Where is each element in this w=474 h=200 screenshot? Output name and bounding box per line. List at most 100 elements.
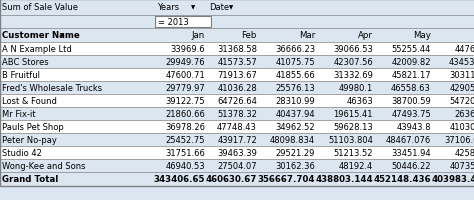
Bar [0,120,474,133]
Text: 36666.23: 36666.23 [275,45,315,54]
Text: 37106.032: 37106.032 [444,135,474,144]
Bar [155,17,211,28]
Text: Jan: Jan [192,31,205,40]
Text: 50446.22: 50446.22 [392,161,431,170]
Text: 48098.834: 48098.834 [270,135,315,144]
Bar [0,95,474,107]
Text: 42905.43: 42905.43 [449,84,474,93]
Text: Date: Date [209,3,229,12]
Text: 42587.2: 42587.2 [455,148,474,157]
Text: 31368.58: 31368.58 [217,45,257,54]
Text: 33451.94: 33451.94 [392,148,431,157]
Text: Sum of Sale Value: Sum of Sale Value [2,3,78,12]
Bar [0,69,474,82]
Text: 39122.75: 39122.75 [165,97,205,105]
Text: 49980.1: 49980.1 [339,84,373,93]
Text: A N Example Ltd: A N Example Ltd [2,45,72,54]
Bar [0,146,474,159]
Text: 39463.39: 39463.39 [217,148,257,157]
Text: 43943.8: 43943.8 [396,122,431,131]
Text: Mr Fix-it: Mr Fix-it [2,109,36,118]
Text: 34962.52: 34962.52 [275,122,315,131]
Text: 26365.9: 26365.9 [455,109,474,118]
Text: 46940.53: 46940.53 [165,161,205,170]
Text: Pauls Pet Shop: Pauls Pet Shop [2,122,64,131]
Text: 47493.75: 47493.75 [391,109,431,118]
Text: May: May [413,31,431,40]
Text: 343406.65: 343406.65 [154,175,205,184]
Text: 31332.69: 31332.69 [333,71,373,80]
Text: ▼: ▼ [191,5,195,10]
Text: 48192.4: 48192.4 [339,161,373,170]
Bar [0,107,474,120]
Text: 36978.26: 36978.26 [165,122,205,131]
Text: 42307.56: 42307.56 [333,58,373,67]
Text: 40735.39: 40735.39 [449,161,474,170]
Text: 21860.66: 21860.66 [165,109,205,118]
Text: 44766.4: 44766.4 [455,45,474,54]
Text: = 2013: = 2013 [158,18,189,27]
Text: 29949.76: 29949.76 [165,58,205,67]
Text: 43917.72: 43917.72 [217,135,257,144]
Bar [0,172,474,186]
Text: ABC Stores: ABC Stores [2,58,49,67]
Text: 42009.82: 42009.82 [392,58,431,67]
Text: ▼: ▼ [229,5,233,10]
Text: 19615.41: 19615.41 [334,109,373,118]
Text: 51103.804: 51103.804 [328,135,373,144]
Text: 38700.59: 38700.59 [391,97,431,105]
Text: 403983.422: 403983.422 [431,175,474,184]
Text: Peter No-pay: Peter No-pay [2,135,57,144]
Text: 46363: 46363 [346,97,373,105]
Text: 47600.71: 47600.71 [165,71,205,80]
Text: 64726.64: 64726.64 [217,97,257,105]
Text: 30162.36: 30162.36 [275,161,315,170]
Text: 47748.43: 47748.43 [217,122,257,131]
Text: 71913.67: 71913.67 [217,71,257,80]
Text: 25452.75: 25452.75 [165,135,205,144]
Text: 41573.57: 41573.57 [217,58,257,67]
Text: 43453.77: 43453.77 [449,58,474,67]
Bar [0,0,474,16]
Bar [0,133,474,146]
Text: Customer Name: Customer Name [2,31,80,40]
Text: 51378.32: 51378.32 [217,109,257,118]
Text: Apr: Apr [358,31,373,40]
Text: 460630.67: 460630.67 [206,175,257,184]
Text: 27504.07: 27504.07 [218,161,257,170]
Text: ▼: ▼ [60,33,64,38]
Text: 29521.29: 29521.29 [275,148,315,157]
Bar [0,43,474,56]
Text: 29779.97: 29779.97 [165,84,205,93]
Text: 41036.28: 41036.28 [217,84,257,93]
Text: 39066.53: 39066.53 [333,45,373,54]
Bar [0,82,474,95]
Text: B Fruitful: B Fruitful [2,71,40,80]
Text: 54720.95: 54720.95 [449,97,474,105]
Text: Lost & Found: Lost & Found [2,97,57,105]
Text: 41075.75: 41075.75 [275,58,315,67]
Text: 452148.436: 452148.436 [374,175,431,184]
Text: 28310.99: 28310.99 [275,97,315,105]
Bar [0,56,474,69]
Bar [0,29,474,43]
Bar [0,16,474,29]
Text: 40437.94: 40437.94 [275,109,315,118]
Text: Mar: Mar [299,31,315,40]
Text: 55255.44: 55255.44 [392,45,431,54]
Text: 30311.57: 30311.57 [449,71,474,80]
Text: 31751.66: 31751.66 [165,148,205,157]
Text: Studio 42: Studio 42 [2,148,42,157]
Text: Feb: Feb [242,31,257,40]
Text: 33969.6: 33969.6 [170,45,205,54]
Text: 45821.17: 45821.17 [392,71,431,80]
Text: 51213.52: 51213.52 [334,148,373,157]
Text: 48467.076: 48467.076 [386,135,431,144]
Text: 46558.63: 46558.63 [391,84,431,93]
Text: Fred's Wholesale Trucks: Fred's Wholesale Trucks [2,84,102,93]
Text: Years: Years [157,3,179,12]
Bar [0,159,474,172]
Text: 59628.13: 59628.13 [333,122,373,131]
Text: 438803.144: 438803.144 [315,175,373,184]
Text: Wong-Kee and Sons: Wong-Kee and Sons [2,161,85,170]
